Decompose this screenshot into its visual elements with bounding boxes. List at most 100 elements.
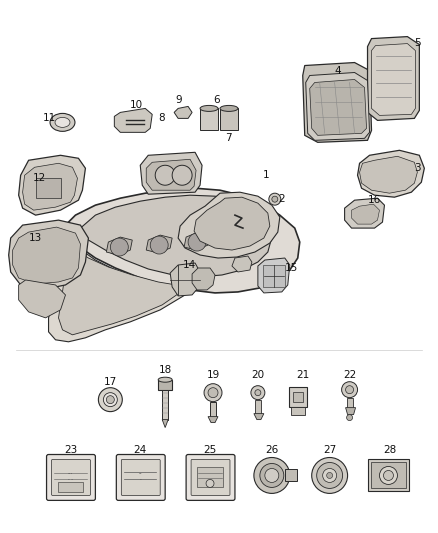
Circle shape	[206, 480, 214, 487]
Circle shape	[255, 390, 261, 395]
Ellipse shape	[200, 106, 218, 111]
Text: 14: 14	[183, 260, 196, 270]
Polygon shape	[140, 152, 202, 194]
Text: 15: 15	[285, 263, 298, 273]
Bar	[346, 398, 353, 408]
Text: 1: 1	[263, 170, 269, 180]
Ellipse shape	[50, 114, 75, 131]
Text: 2: 2	[278, 194, 284, 204]
Circle shape	[254, 457, 290, 494]
Polygon shape	[13, 227, 81, 284]
Polygon shape	[60, 188, 300, 293]
Bar	[289, 386, 307, 407]
Bar	[285, 470, 297, 481]
Text: 18: 18	[159, 365, 172, 375]
Text: 9: 9	[175, 95, 182, 106]
Text: 5: 5	[414, 38, 421, 47]
Text: 19: 19	[206, 370, 219, 379]
Ellipse shape	[55, 117, 70, 127]
Polygon shape	[81, 195, 272, 277]
Bar	[263, 265, 285, 287]
Text: 11: 11	[42, 114, 56, 123]
Circle shape	[172, 165, 192, 185]
Circle shape	[272, 196, 278, 202]
Polygon shape	[258, 258, 290, 293]
Circle shape	[269, 193, 281, 205]
Text: 22: 22	[343, 370, 356, 379]
Polygon shape	[19, 155, 85, 215]
Polygon shape	[371, 44, 415, 116]
Circle shape	[323, 469, 337, 482]
Polygon shape	[49, 232, 190, 342]
Ellipse shape	[158, 377, 172, 382]
Bar	[197, 467, 223, 487]
Circle shape	[317, 463, 343, 488]
Polygon shape	[59, 248, 188, 335]
Bar	[57, 482, 83, 492]
Polygon shape	[192, 268, 215, 290]
Circle shape	[384, 471, 393, 480]
Polygon shape	[306, 72, 370, 140]
FancyBboxPatch shape	[186, 455, 235, 500]
Polygon shape	[352, 204, 379, 224]
FancyBboxPatch shape	[191, 459, 230, 495]
Text: 27: 27	[323, 445, 336, 455]
Bar	[158, 379, 172, 390]
Circle shape	[99, 387, 122, 411]
Polygon shape	[345, 198, 385, 228]
Text: 10: 10	[130, 100, 143, 110]
Text: 16: 16	[367, 195, 381, 205]
FancyBboxPatch shape	[52, 459, 90, 495]
Polygon shape	[232, 256, 252, 272]
Text: ---: ---	[68, 471, 73, 476]
Polygon shape	[184, 232, 210, 250]
Polygon shape	[146, 235, 172, 253]
Circle shape	[188, 233, 206, 251]
Polygon shape	[114, 108, 152, 132]
Circle shape	[312, 457, 348, 494]
Polygon shape	[178, 192, 280, 258]
Text: 12: 12	[32, 173, 46, 183]
Circle shape	[265, 469, 279, 482]
Bar	[255, 400, 261, 414]
Text: - -: - -	[68, 477, 73, 482]
Circle shape	[260, 464, 284, 487]
Polygon shape	[360, 156, 417, 193]
Circle shape	[346, 386, 353, 394]
Bar	[293, 392, 303, 402]
Polygon shape	[310, 79, 367, 135]
Text: 28: 28	[383, 445, 396, 455]
Circle shape	[150, 236, 168, 254]
Polygon shape	[19, 280, 66, 318]
Bar	[200, 108, 218, 131]
Circle shape	[103, 393, 117, 407]
Text: --: --	[138, 471, 142, 476]
Polygon shape	[194, 197, 270, 250]
Circle shape	[342, 382, 357, 398]
Bar	[210, 402, 216, 417]
FancyBboxPatch shape	[117, 455, 165, 500]
Text: 26: 26	[265, 445, 279, 455]
Text: 8: 8	[158, 114, 165, 123]
Polygon shape	[208, 417, 218, 423]
Polygon shape	[303, 62, 371, 142]
Polygon shape	[174, 107, 192, 118]
Bar	[162, 390, 168, 419]
Polygon shape	[162, 419, 168, 427]
Circle shape	[106, 395, 114, 403]
Text: 17: 17	[104, 377, 117, 387]
Circle shape	[155, 165, 175, 185]
Bar	[367, 459, 410, 491]
Text: 25: 25	[203, 445, 217, 455]
Text: 24: 24	[134, 445, 147, 455]
Polygon shape	[170, 263, 200, 296]
Circle shape	[251, 386, 265, 400]
Polygon shape	[23, 163, 78, 210]
Bar	[291, 407, 305, 415]
Polygon shape	[254, 414, 264, 419]
Text: 20: 20	[251, 370, 265, 379]
Polygon shape	[367, 37, 419, 120]
Circle shape	[379, 466, 397, 484]
Text: 13: 13	[28, 233, 42, 243]
Text: 21: 21	[296, 370, 309, 379]
